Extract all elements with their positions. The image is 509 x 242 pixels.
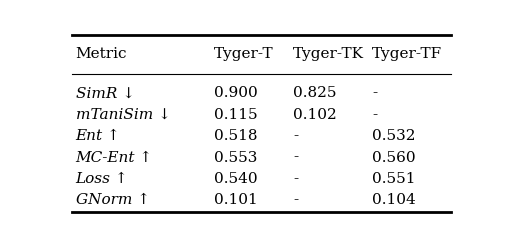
Text: 0.825: 0.825 bbox=[292, 86, 336, 100]
Text: 0.101: 0.101 bbox=[214, 193, 257, 207]
Text: Ent ↑: Ent ↑ bbox=[75, 129, 120, 143]
Text: GNorm ↑: GNorm ↑ bbox=[75, 193, 149, 207]
Text: -: - bbox=[292, 151, 298, 165]
Text: 0.102: 0.102 bbox=[292, 108, 336, 122]
Text: mTaniSim ↓: mTaniSim ↓ bbox=[75, 108, 170, 122]
Text: Loss ↑: Loss ↑ bbox=[75, 172, 128, 186]
Text: 0.540: 0.540 bbox=[214, 172, 257, 186]
Text: 0.115: 0.115 bbox=[214, 108, 257, 122]
Text: Tyger-T: Tyger-T bbox=[214, 47, 273, 61]
Text: 0.553: 0.553 bbox=[214, 151, 257, 165]
Text: SimR ↓: SimR ↓ bbox=[75, 86, 134, 100]
Text: -: - bbox=[292, 172, 298, 186]
Text: -: - bbox=[372, 86, 377, 100]
Text: -: - bbox=[372, 108, 377, 122]
Text: 0.551: 0.551 bbox=[372, 172, 415, 186]
Text: -: - bbox=[292, 193, 298, 207]
Text: Metric: Metric bbox=[75, 47, 127, 61]
Text: -: - bbox=[292, 129, 298, 143]
Text: 0.900: 0.900 bbox=[214, 86, 257, 100]
Text: MC-Ent ↑: MC-Ent ↑ bbox=[75, 151, 152, 165]
Text: 0.518: 0.518 bbox=[214, 129, 257, 143]
Text: Tyger-TF: Tyger-TF bbox=[372, 47, 441, 61]
Text: 0.560: 0.560 bbox=[372, 151, 415, 165]
Text: 0.104: 0.104 bbox=[372, 193, 415, 207]
Text: 0.532: 0.532 bbox=[372, 129, 415, 143]
Text: Tyger-TK: Tyger-TK bbox=[292, 47, 363, 61]
